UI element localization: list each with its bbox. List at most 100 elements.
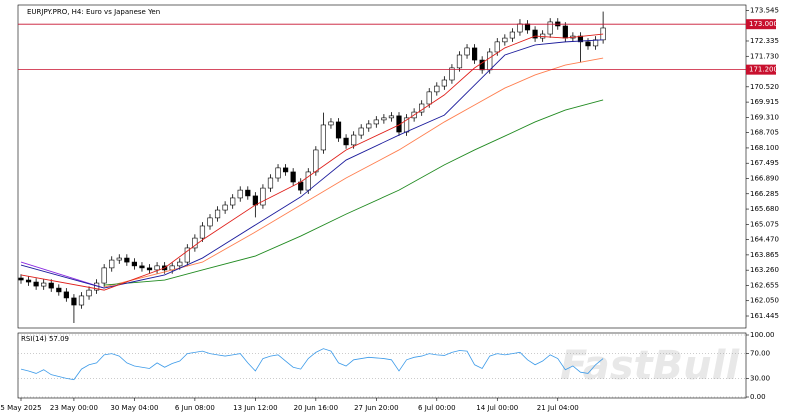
candle-body — [214, 209, 221, 219]
candle-body — [86, 289, 92, 297]
candle-body — [71, 297, 77, 306]
x-tick-label: 20 Jun 16:00 — [294, 404, 338, 412]
moving-average — [20, 33, 604, 291]
y-tick-label: 70.00 — [750, 350, 770, 358]
rsi-frame — [17, 332, 747, 399]
candle-body — [313, 149, 319, 173]
candle-body — [366, 123, 372, 129]
candle-body — [252, 195, 258, 206]
candle-body — [290, 171, 296, 183]
y-tick-label: 164.470 — [750, 236, 779, 244]
x-tick-label: 23 May 00:00 — [50, 404, 98, 412]
price-level-tag — [746, 19, 776, 30]
candle-body — [48, 282, 54, 289]
price-level-label: 173.000 — [749, 20, 778, 28]
y-tick-label: 165.680 — [750, 205, 779, 213]
price-level-label: 171.200 — [749, 66, 778, 74]
candle-body — [524, 23, 531, 31]
candle-body — [131, 261, 138, 267]
y-tick-label: 161.445 — [750, 312, 779, 320]
candle-body — [381, 117, 387, 121]
y-tick-label: 0.00 — [750, 393, 766, 401]
moving-average — [104, 57, 604, 288]
y-tick-label: 169.915 — [750, 98, 779, 106]
y-tick-label: 170.520 — [750, 83, 779, 91]
y-tick-label: 167.495 — [750, 159, 779, 167]
candle-body — [63, 291, 69, 299]
y-tick-label: 171.730 — [750, 52, 779, 60]
candle-body — [78, 295, 85, 306]
candle-body — [328, 121, 334, 126]
candle-body — [502, 37, 508, 43]
x-tick-label: 5 May 2025 — [0, 404, 41, 412]
candle-body — [434, 85, 440, 93]
x-tick-label: 30 May 04:00 — [110, 404, 158, 412]
candle-body — [267, 177, 274, 189]
watermark: FastBull — [560, 343, 740, 389]
y-tick-label: 166.285 — [750, 190, 779, 198]
candle-body — [56, 287, 62, 293]
candle-body — [388, 115, 395, 119]
candle-body — [358, 127, 364, 136]
candle-body — [351, 134, 357, 146]
candle-body — [426, 91, 432, 105]
candle-body — [245, 189, 251, 197]
y-tick-label: 172.335 — [750, 37, 779, 45]
y-tick-label: 168.100 — [750, 144, 779, 152]
candle-body — [487, 51, 493, 71]
y-tick-label: 162.050 — [750, 297, 779, 305]
candle-body — [305, 171, 311, 191]
y-tick-label: 173.545 — [750, 6, 779, 14]
candle-body — [343, 137, 349, 146]
candle-body — [494, 41, 500, 53]
candle-body — [33, 281, 39, 287]
y-tick-label: 166.890 — [750, 174, 779, 182]
candle-body — [222, 204, 228, 211]
x-tick-label: 21 Jul 04:00 — [537, 404, 579, 412]
candle-body — [184, 247, 190, 263]
y-tick-label: 163.260 — [750, 266, 779, 274]
candle-body — [25, 279, 32, 283]
candle-body — [41, 282, 47, 287]
candle-body — [18, 277, 24, 281]
candle-body — [124, 257, 130, 263]
candle-body — [456, 54, 463, 69]
y-tick-label: 162.655 — [750, 281, 779, 289]
candle-body — [373, 119, 379, 125]
x-tick-label: 13 Jun 12:00 — [233, 404, 277, 412]
x-tick-label: 14 Jul 00:00 — [476, 404, 518, 412]
candle-body — [464, 47, 470, 56]
rsi-line — [20, 348, 604, 381]
candle-body — [146, 267, 153, 271]
candle-body — [230, 197, 236, 206]
candle-body — [109, 259, 115, 269]
moving-average — [20, 261, 105, 289]
candle-body — [471, 47, 478, 61]
x-tick-label: 6 Jun 08:00 — [175, 404, 215, 412]
candle-body — [260, 187, 266, 206]
y-tick-label: 100.00 — [750, 331, 775, 339]
y-tick-label: 163.865 — [750, 251, 779, 259]
candle-body — [562, 25, 568, 39]
x-tick-label: 27 Jun 20:00 — [354, 404, 398, 412]
candle-body — [154, 265, 160, 271]
main-frame — [17, 4, 747, 329]
x-tick-label: 6 Jul 00:00 — [418, 404, 456, 412]
candle-body — [139, 265, 145, 269]
candle-body — [517, 23, 523, 33]
y-tick-label: 168.705 — [750, 129, 779, 137]
candle-body — [116, 257, 122, 261]
price-level-tag — [746, 64, 776, 75]
y-tick-label: 30.00 — [750, 374, 770, 382]
candle-body — [509, 31, 516, 39]
rsi-title: RSI(14) 57.09 — [21, 335, 69, 343]
candle-body — [237, 189, 243, 199]
y-tick-label: 165.075 — [750, 220, 779, 228]
candle-body — [532, 29, 538, 39]
candle-body — [335, 121, 342, 139]
candle-body — [275, 167, 281, 179]
candle-body — [192, 237, 198, 249]
y-tick-label: 169.310 — [750, 113, 779, 121]
moving-average — [20, 39, 604, 289]
